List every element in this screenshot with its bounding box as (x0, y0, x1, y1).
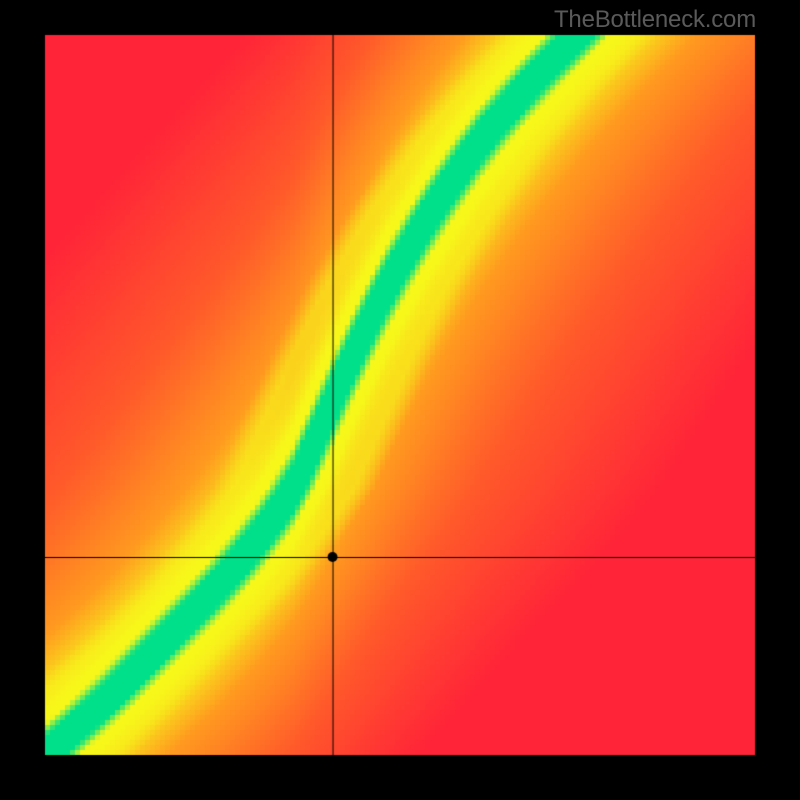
watermark-label: TheBottleneck.com (554, 6, 756, 34)
heatmap-canvas (0, 0, 800, 800)
chart-container: TheBottleneck.com (0, 0, 800, 800)
